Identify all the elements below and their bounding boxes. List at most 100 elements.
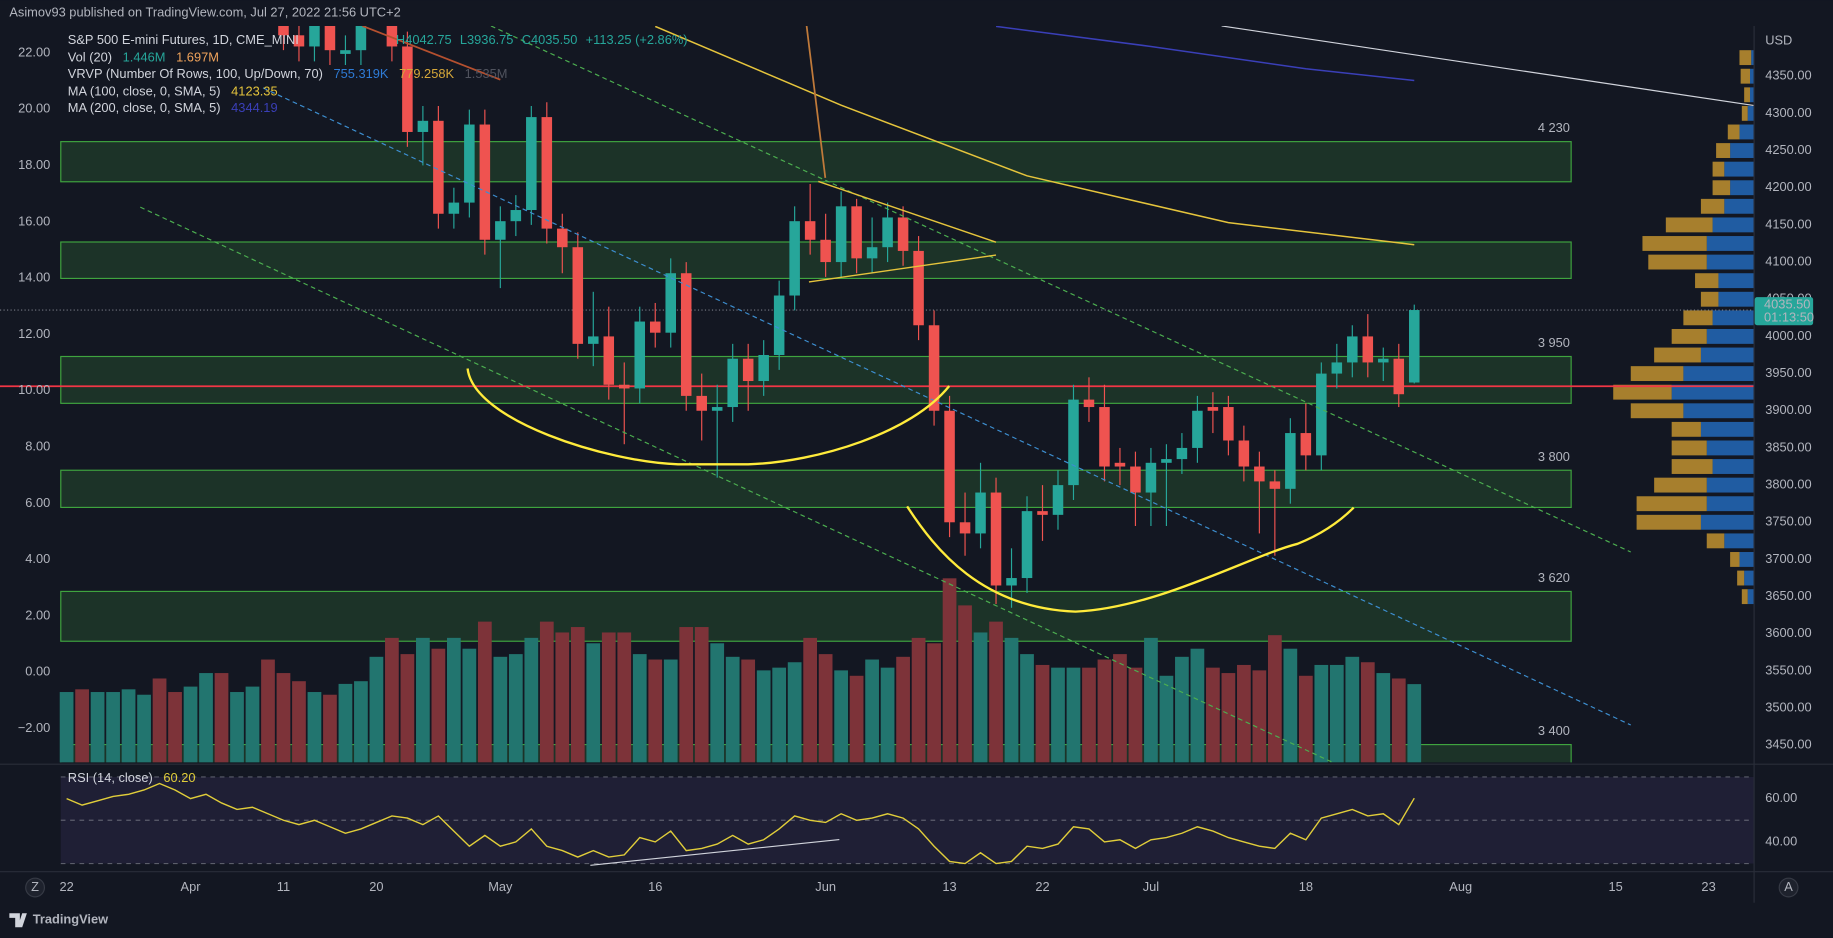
zone-label: 4 230 xyxy=(1538,120,1570,135)
scale-button[interactable] xyxy=(1778,877,1799,898)
currency-label: USD xyxy=(1765,33,1792,48)
vrvp-down xyxy=(1671,328,1707,344)
candle-body xyxy=(944,410,955,523)
candle-body xyxy=(572,247,584,344)
vrvp-down xyxy=(1737,570,1745,586)
x-tick-label: Aug xyxy=(1449,879,1472,894)
volume-bar xyxy=(508,654,523,763)
scale-button[interactable] xyxy=(25,877,46,898)
volume-bar xyxy=(1113,654,1127,763)
vrvp-up xyxy=(1750,87,1754,103)
vrvp-up xyxy=(1712,217,1754,233)
ohlc: H4042.75 xyxy=(396,33,452,48)
indicator-name: MA (200, close, 0, SMA, 5) xyxy=(68,100,221,115)
volume-bar xyxy=(90,692,105,763)
legend-row: VRVP (Number Of Rows, 100, Up/Down, 70) … xyxy=(68,66,508,81)
volume-bar xyxy=(787,662,802,763)
candle-body xyxy=(1285,433,1296,489)
volume-bar xyxy=(942,578,957,763)
brand-logo xyxy=(9,913,27,928)
candle-body xyxy=(959,522,971,534)
candle-body xyxy=(789,221,800,296)
zone xyxy=(60,469,1572,508)
zone-label: 3 400 xyxy=(1538,723,1570,738)
y2-tick-label: −2.00 xyxy=(18,720,51,735)
volume-bar xyxy=(617,632,632,763)
vrvp-up xyxy=(1706,236,1754,251)
volume-bar xyxy=(1066,667,1081,763)
vrvp-down xyxy=(1712,180,1731,196)
y-tick-label: 4000.00 xyxy=(1765,328,1811,343)
volume-bar xyxy=(741,659,756,763)
candle-body xyxy=(1393,358,1405,395)
curve-drawing xyxy=(906,505,1355,613)
x-tick-label: 23 xyxy=(1701,879,1715,894)
candle-body xyxy=(293,35,305,47)
candle-body xyxy=(680,273,692,396)
candle-body xyxy=(773,295,785,356)
moving-average xyxy=(654,25,1415,246)
countdown-label: 01:13:50 xyxy=(1764,310,1814,325)
legend-row: S&P 500 E-mini Futures, 1D, CME_MINI H40… xyxy=(68,33,688,48)
vrvp-up xyxy=(1706,440,1754,456)
candle-body xyxy=(386,25,398,47)
vrvp-up xyxy=(1706,496,1754,512)
y2-tick-label: 14.00 xyxy=(18,270,50,285)
candle-body xyxy=(355,25,367,51)
y-tick-label: 3500.00 xyxy=(1765,700,1811,715)
volume-bar xyxy=(1237,664,1251,763)
vrvp-up xyxy=(1747,589,1754,605)
volume-bar xyxy=(446,637,461,763)
scale-button-label[interactable]: Z xyxy=(31,879,39,894)
vrvp-down xyxy=(1671,459,1713,474)
candle-body xyxy=(1176,447,1188,460)
candle-body xyxy=(649,321,661,333)
legend-row: MA (200, close, 0, SMA, 5) 4344.19 xyxy=(68,100,278,115)
candle-body xyxy=(882,217,893,248)
volume-bar xyxy=(493,656,508,763)
indicator-value: 1.446M xyxy=(123,50,166,65)
candle-body xyxy=(634,321,646,389)
candle-body xyxy=(417,120,429,132)
legend-row: RSI (14, close) 60.20 xyxy=(68,770,196,785)
indicator-value: 779.258K xyxy=(399,66,454,81)
volume-bar xyxy=(1128,667,1143,763)
x-tick-label: Apr xyxy=(181,879,202,894)
zone xyxy=(60,590,1572,642)
vrvp-up xyxy=(1744,570,1754,586)
volume-bar xyxy=(849,675,864,763)
volume-bar xyxy=(570,627,585,763)
volume-bar xyxy=(1035,664,1050,763)
candle-body xyxy=(588,336,599,344)
vrvp-down xyxy=(1739,50,1752,66)
rsi-pane xyxy=(60,776,1754,865)
candle-body xyxy=(278,25,289,36)
y2-tick-label: 10.00 xyxy=(18,382,50,397)
volume-bar xyxy=(1314,664,1329,763)
volume-bar xyxy=(1252,670,1267,763)
ohlc: L3936.75 xyxy=(460,33,514,48)
vrvp-down xyxy=(1741,589,1748,605)
vrvp-up xyxy=(1671,384,1754,400)
y2-tick-label: 2.00 xyxy=(25,607,50,622)
trend-channel xyxy=(262,87,1632,726)
candle-body xyxy=(1331,362,1343,374)
indicator-value: 60.20 xyxy=(163,770,195,785)
y2-tick-label: 22.00 xyxy=(18,44,50,59)
volume-bar xyxy=(1376,673,1391,763)
y2-tick-label: 20.00 xyxy=(18,101,50,116)
legend: S&P 500 E-mini Futures, 1D, CME_MINI H40… xyxy=(68,33,688,786)
volume-bar xyxy=(958,605,972,763)
volume-bar xyxy=(865,659,879,763)
y-tick-label: 4150.00 xyxy=(1765,216,1811,231)
x-tick-label: 13 xyxy=(942,879,956,894)
scale-button-label[interactable]: A xyxy=(1784,879,1793,894)
volume-bar xyxy=(276,673,291,763)
candle-body xyxy=(897,217,909,251)
volume-bar xyxy=(880,667,895,763)
volume-bar xyxy=(725,656,740,763)
zone xyxy=(60,355,1572,404)
drawings xyxy=(140,25,1754,763)
volume-bar xyxy=(539,621,554,763)
